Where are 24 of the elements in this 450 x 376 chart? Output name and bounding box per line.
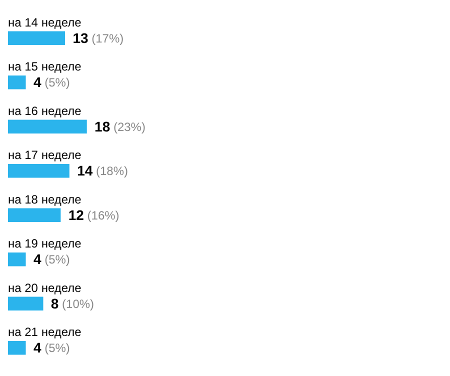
y-tick-label: на 18 неделе <box>8 192 82 206</box>
data-label: 13 (17%) <box>72 30 124 46</box>
y-tick-label: на 14 неделе <box>8 15 82 30</box>
y-tick-label: на 15 неделе <box>8 60 82 74</box>
data-label: 18 (23%) <box>94 118 146 134</box>
data-label: 4 (5%) <box>33 340 70 356</box>
data-label: 8 (10%) <box>50 295 94 312</box>
bar <box>8 76 26 90</box>
data-label: 4 (5%) <box>33 74 70 90</box>
y-tick-label: на 17 неделе <box>8 148 82 162</box>
y-tick-label: на 19 неделе <box>8 236 82 251</box>
bar <box>8 296 44 310</box>
bar <box>8 208 61 222</box>
data-label: 12 (16%) <box>68 206 120 223</box>
y-tick-label: на 21 неделе <box>8 325 82 340</box>
bar <box>8 31 66 45</box>
bar <box>8 120 87 134</box>
bar <box>8 252 26 266</box>
y-tick-label: на 16 неделе <box>8 104 82 118</box>
data-label: 4 (5%) <box>33 251 70 268</box>
bar <box>8 341 26 355</box>
bar <box>8 164 70 178</box>
data-label: 14 (18%) <box>77 162 128 179</box>
y-tick-label: на 20 неделе <box>8 280 82 295</box>
